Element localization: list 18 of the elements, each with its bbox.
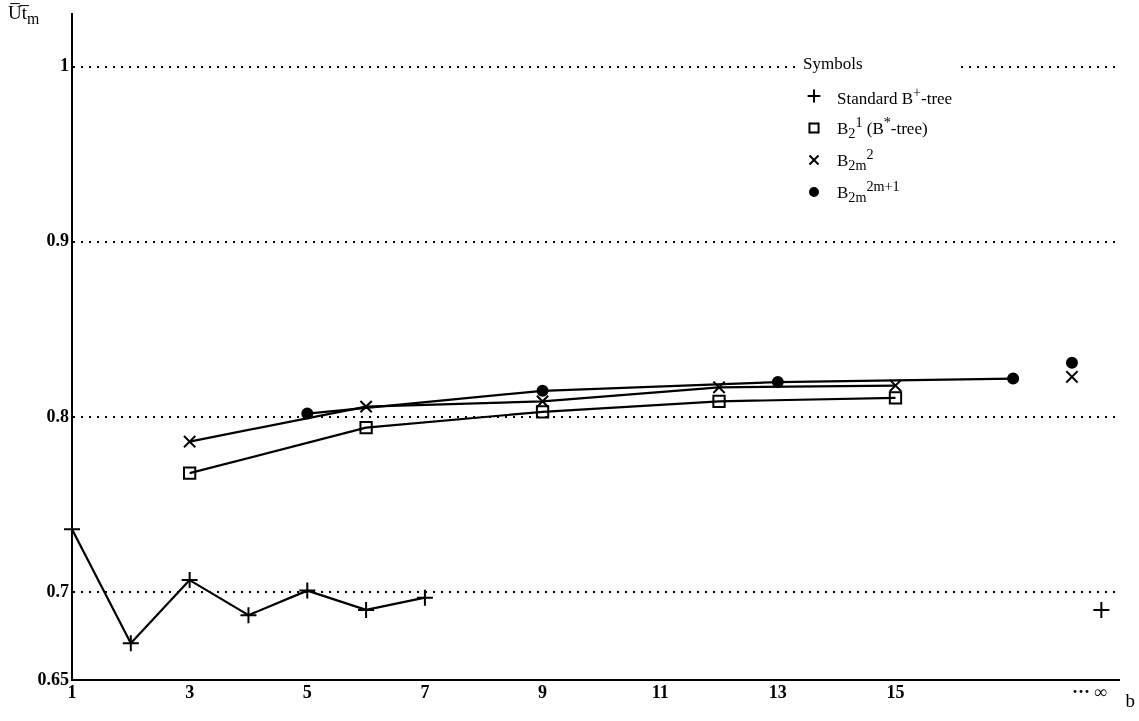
- x-tick-label: 3: [185, 682, 195, 703]
- x-tick-label: 11: [651, 682, 669, 703]
- y-tick-label: 0.9: [46, 230, 69, 251]
- legend-title: Symbols: [803, 54, 864, 74]
- y-tick-label: 0.8: [46, 405, 69, 426]
- x-tick-label: 7: [420, 682, 430, 703]
- x-tick-label: ··· ∞: [1071, 682, 1108, 703]
- x-axis-title: b: [1125, 690, 1135, 712]
- y-tick-label: 1: [60, 55, 69, 76]
- y-tick-label: 0.7: [46, 581, 69, 602]
- y-axis-title: U̅t̅$_{m}$: [8, 2, 40, 28]
- x-tick-label: 9: [538, 682, 548, 703]
- x-tick-label: 15: [886, 682, 905, 703]
- x-tick-label: 13: [768, 682, 787, 703]
- y-tick-label: 0.65: [37, 668, 69, 689]
- legend-label: Standard B$^{+}$-tree: [837, 83, 953, 109]
- x-tick-label: 5: [302, 682, 312, 703]
- legend-label: B$_{2}$$^{1}$ (B$^{*}$-tree): [837, 113, 928, 143]
